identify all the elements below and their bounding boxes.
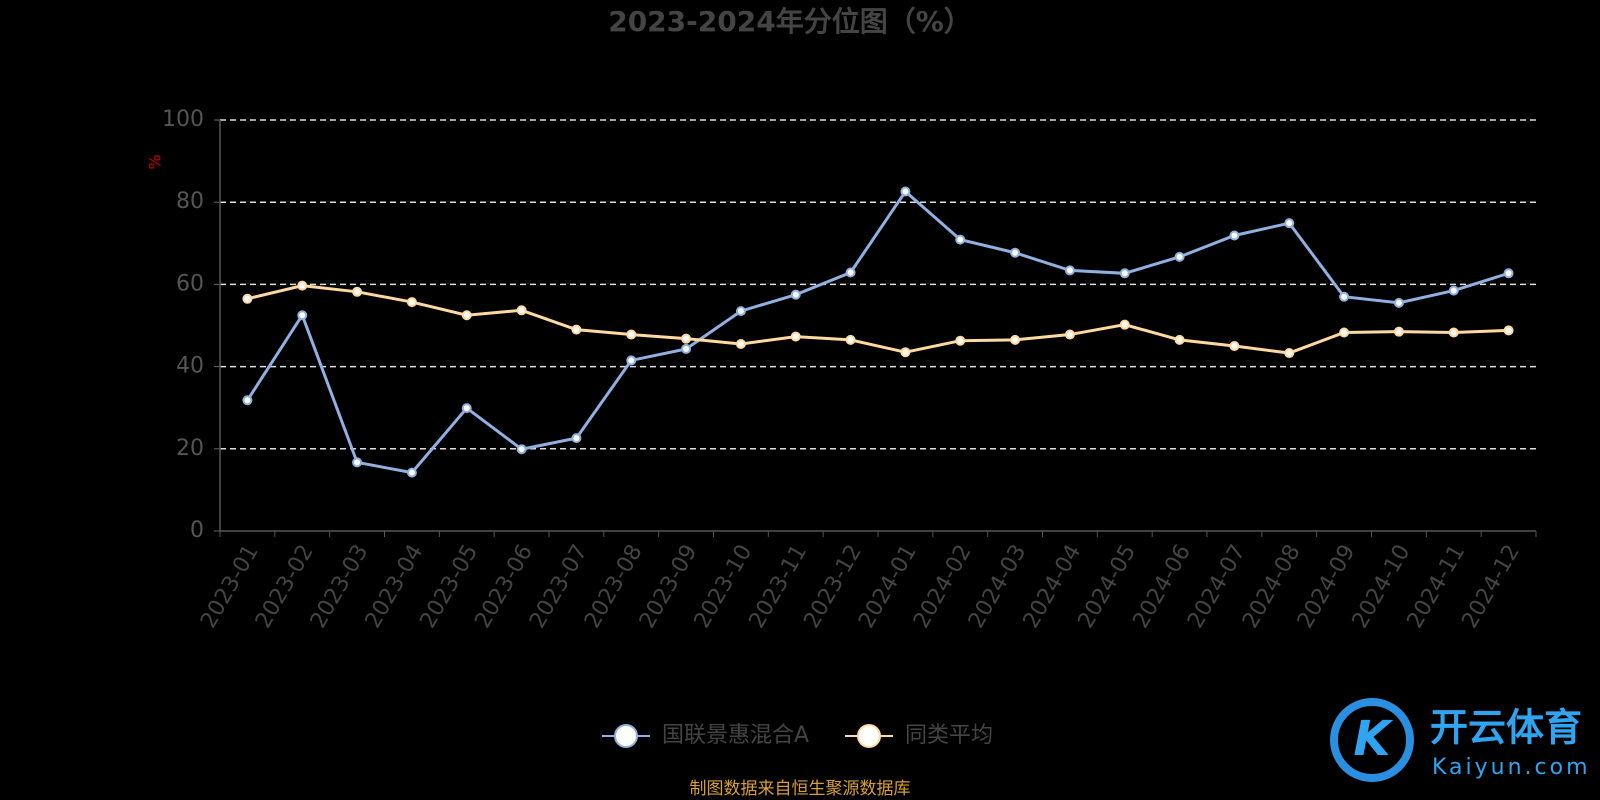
legend-label: 同类平均: [905, 723, 993, 748]
data-point: [845, 267, 856, 278]
data-point: [1010, 247, 1021, 258]
data-point: [1393, 326, 1404, 337]
data-point: [735, 306, 746, 317]
data-point: [735, 338, 746, 349]
data-point: [681, 333, 692, 344]
data-point: [352, 286, 363, 297]
data-point: [681, 343, 692, 354]
data-point: [1229, 230, 1240, 241]
data-point: [626, 355, 637, 366]
data-point: [955, 234, 966, 245]
y-tick-label: 80: [176, 189, 204, 214]
series-line: [247, 284, 1509, 355]
series: [242, 186, 1514, 478]
data-point: [461, 403, 472, 414]
series-line: [246, 189, 1510, 475]
data-point: [406, 467, 417, 478]
data-point: [1503, 325, 1514, 336]
data-point: [1229, 341, 1240, 352]
data-point: [297, 310, 308, 321]
logo-k: K: [1353, 711, 1394, 767]
data-point: [1284, 348, 1295, 359]
data-point: [516, 305, 527, 316]
data-point: [1393, 297, 1404, 308]
data-point: [571, 433, 582, 444]
y-tick-label: 20: [176, 436, 204, 461]
data-point: [352, 457, 363, 468]
data-point: [242, 293, 253, 304]
data-point: [1284, 218, 1295, 229]
logo-ring: [1330, 698, 1414, 782]
data-point: [1174, 251, 1185, 262]
data-point: [1339, 291, 1350, 302]
source-note: 制图数据来自恒生聚源数据库: [690, 779, 911, 799]
data-point: [406, 297, 417, 308]
data-point: [1448, 285, 1459, 296]
data-point: [900, 186, 911, 197]
data-point: [1119, 319, 1130, 330]
legend-label: 国联景惠混合A: [662, 723, 809, 748]
data-point: [790, 331, 801, 342]
data-point: [1448, 327, 1459, 338]
data-point: [1010, 334, 1021, 345]
data-point: [1119, 268, 1130, 279]
data-point: [1339, 327, 1350, 338]
y-tick-label: 0: [190, 518, 204, 543]
data-point: [1503, 268, 1514, 279]
data-point: [1174, 334, 1185, 345]
data-point: [461, 310, 472, 321]
data-point: [571, 324, 582, 335]
data-point: [845, 334, 856, 345]
y-axis-label: %: [146, 154, 165, 169]
data-point: [1064, 265, 1075, 276]
data-point: [242, 395, 253, 406]
data-point: [516, 444, 527, 455]
y-tick-label: 100: [162, 107, 204, 132]
data-point: [790, 289, 801, 300]
data-point: [955, 335, 966, 346]
legend-symbol: [614, 724, 638, 748]
y-tick-label: 60: [176, 271, 204, 296]
y-tick-label: 40: [176, 354, 204, 379]
series: [242, 280, 1514, 359]
data-point: [1064, 329, 1075, 340]
watermark: K 开云体育 Kaiyun.com: [1330, 698, 1591, 782]
watermark-site: Kaiyun.com: [1432, 755, 1591, 780]
legend-symbol: [857, 724, 881, 748]
data-point: [900, 347, 911, 358]
data-point: [297, 280, 308, 291]
data-point: [626, 329, 637, 340]
watermark-name: 开云体育: [1430, 706, 1582, 750]
chart-title: 2023-2024年分位图（%）: [608, 5, 972, 38]
